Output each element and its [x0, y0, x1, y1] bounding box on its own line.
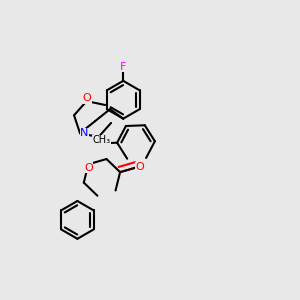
Text: O: O — [82, 93, 91, 103]
Text: CH₃: CH₃ — [92, 135, 111, 145]
Text: O: O — [135, 162, 144, 172]
Text: F: F — [120, 61, 126, 71]
Text: N: N — [80, 128, 89, 138]
Text: O: O — [84, 163, 93, 173]
